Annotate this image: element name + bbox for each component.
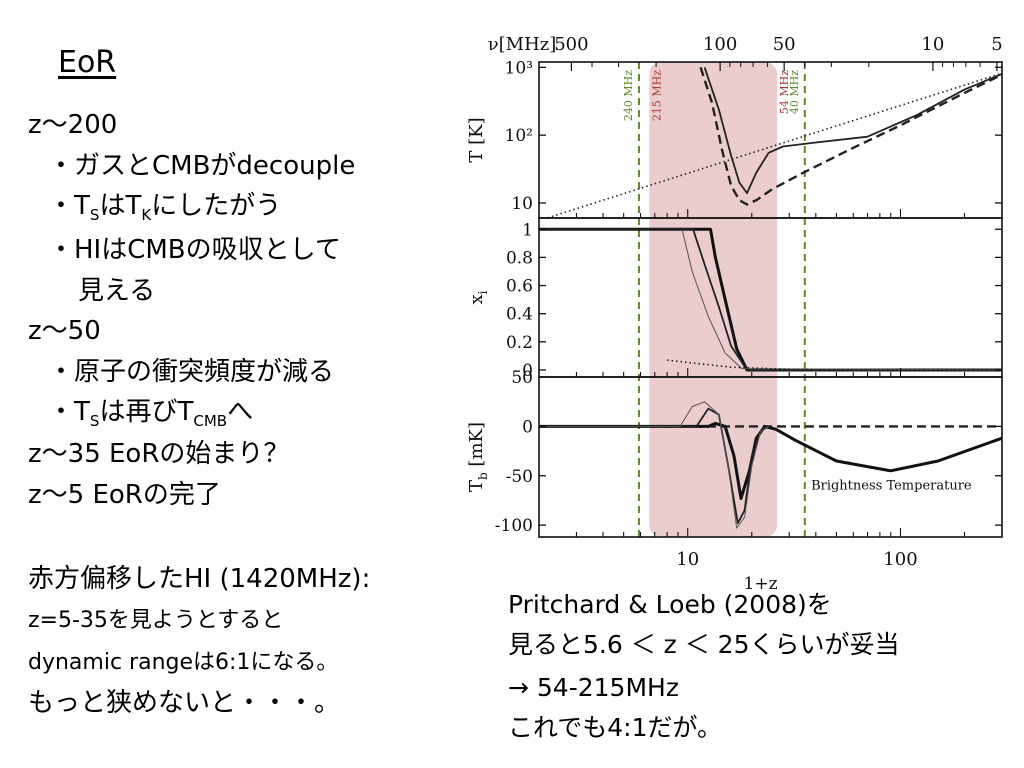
panel1-ytick-label-0: 0: [522, 361, 533, 381]
tcmb-symbol: T: [177, 397, 194, 427]
top-tick-label-2: 50: [773, 34, 796, 55]
panel1-ytick-label-4: 0.8: [506, 248, 533, 268]
bottom-left-line-1: 赤方偏移したHI (1420MHz):: [28, 564, 371, 594]
line-gas-cmb-decouple: ・ガスとCMBがdecouple: [48, 151, 356, 181]
panel1-ytick-label-3: 0.6: [506, 277, 533, 297]
panel1-series-1: [539, 228, 1002, 371]
line-hi-absorption: ・HIはCMBの吸収として: [48, 235, 341, 265]
panel1-series-3: [667, 359, 1002, 371]
line-visible: 見える: [78, 276, 156, 306]
panel0-ytick-label-0: 10: [511, 194, 533, 214]
vertical-line-label-3: 40 MHz: [788, 70, 801, 114]
panel2-ytick-label-1: -50: [506, 467, 533, 487]
line-z200: z～200: [28, 110, 118, 140]
ts-symbol: T: [74, 191, 90, 221]
vertical-line-label-2: 54 MHz: [778, 70, 791, 114]
text-follow: にしたがう: [151, 191, 282, 221]
panel0-ylabel: T [K]: [466, 117, 487, 162]
slide-title: EoR: [58, 45, 117, 80]
xtick-label-0: 10: [676, 549, 699, 570]
line-z35: z～35 EoRの始まり？: [28, 439, 290, 469]
panel0-series-1: [703, 67, 1002, 195]
bullet: ・: [48, 397, 75, 427]
bottom-left-line-3: dynamic rangeは6:1になる。: [28, 650, 339, 675]
text-again: は再び: [99, 397, 178, 427]
panel0-series-2: [699, 67, 1002, 206]
line-z50: z～50: [28, 316, 101, 346]
tk-symbol: T: [125, 191, 142, 221]
panel2-series-1: [539, 421, 1002, 500]
ts-subscript: S: [89, 412, 100, 431]
panel2-ytick-label-2: 0: [522, 417, 533, 437]
caption-line-4: これでも4:1だが。: [508, 713, 722, 742]
panel0-ytick-label-1: 10²: [505, 126, 533, 146]
line-collision-rate: ・原子の衝突頻度が減る: [48, 357, 335, 387]
line-ts-tk: ・TSはTKにしたがう: [48, 193, 281, 223]
panel2-series-2: [539, 407, 770, 525]
line-z5: z～5 EoRの完了: [28, 480, 221, 510]
caption-line-2: 見ると5.6 ＜ z ＜ 25くらいが妥当: [508, 630, 900, 659]
line-ts-tcmb: ・TSは再びTCMBへ: [48, 399, 253, 429]
xtick-label-1: 100: [883, 549, 917, 570]
bottom-left-line-4: もっと狭めないと・・・。: [28, 688, 341, 718]
panel2-series-3: [539, 401, 769, 529]
text-he: へ: [227, 397, 254, 427]
caption-line-3: → 54-215MHz: [508, 673, 679, 702]
ts-subscript: S: [89, 206, 100, 225]
panel1-series-2: [681, 229, 1002, 371]
tcmb-subscript: CMB: [193, 412, 228, 431]
top-tick-label-1: 100: [703, 34, 737, 55]
tk-subscript: K: [141, 206, 152, 225]
panel2-frame: [538, 376, 1003, 538]
caption-line-1: Pritchard & Loeb (2008)を: [508, 590, 832, 619]
panel1-ylabel: xi: [466, 290, 490, 304]
bottom-left-line-2: z=5-35を見ようとすると: [28, 608, 284, 633]
bullet: ・: [48, 191, 75, 221]
x-axis-label: 1+z: [744, 574, 778, 592]
panel1-ytick-label-1: 0.2: [506, 333, 533, 353]
top-tick-label-4: 5: [991, 34, 1002, 55]
panel2-annotation: Brightness Temperature: [811, 479, 972, 494]
vertical-line-label-1: 215 MHz: [650, 70, 663, 121]
panel1-ytick-label-2: 0.4: [506, 305, 533, 325]
panel2-ytick-label-0: -100: [495, 516, 533, 536]
panel2-ytick-label-3: 50: [511, 368, 533, 388]
vertical-line-label-0: 240 MHz: [622, 70, 635, 121]
top-axis-label: ν[MHz]: [488, 34, 557, 55]
top-tick-label-0: 500: [554, 34, 588, 55]
panel2-ylabel: Tb [mK]: [466, 422, 490, 492]
shaded-band: [649, 62, 778, 537]
panel1-ytick-label-5: 1: [522, 220, 533, 240]
ts-symbol: T: [74, 397, 90, 427]
panel0-ytick-label-2: 10³: [505, 58, 533, 78]
top-tick-label-3: 10: [921, 34, 944, 55]
text-ha: は: [99, 191, 126, 221]
